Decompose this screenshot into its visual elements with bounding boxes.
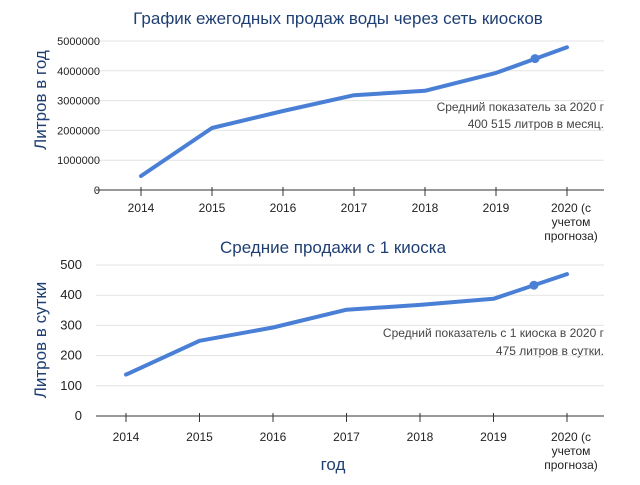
x-tick-label: 2016 bbox=[270, 201, 297, 215]
series-line bbox=[139, 45, 569, 178]
y-tick-label: 4000000 bbox=[57, 66, 100, 78]
data-point-marker bbox=[530, 54, 540, 64]
y-tick-label: 5000000 bbox=[57, 36, 100, 48]
series-line bbox=[124, 272, 569, 377]
chart2-annotation-line2: 475 литров в сутки. bbox=[496, 344, 604, 358]
x-tick-label: 2014 bbox=[113, 430, 140, 444]
x-tick-label: 2017 bbox=[333, 430, 360, 444]
chart1-annotation-line2: 400 515 литров в месяц. bbox=[468, 117, 604, 131]
chart1-title: График ежегодных продаж воды через сеть … bbox=[133, 9, 543, 28]
chart2-title: Средние продажи с 1 киоска bbox=[220, 238, 447, 257]
chart2-xlabel: год bbox=[321, 455, 346, 474]
x-tick-label: 2016 bbox=[260, 430, 287, 444]
chart1-annotation-line1: Средний показатель за 2020 г bbox=[437, 100, 605, 114]
y-tick-label: 500 bbox=[60, 257, 82, 272]
chart2-annotation-line1: Средний показатель с 1 киоска в 2020 г bbox=[383, 326, 605, 340]
x-tick-label: 2014 bbox=[128, 201, 155, 215]
y-tick-label: 400 bbox=[60, 287, 82, 302]
x-tick-label: 2015 bbox=[199, 201, 226, 215]
x-tick-label: 2019 bbox=[480, 430, 507, 444]
y-tick-label: 2000000 bbox=[57, 125, 100, 137]
y-tick-label: 200 bbox=[60, 348, 82, 363]
chart1-plot: 0 1000000 2000000 3000000 4000000 5000000 2014… bbox=[57, 36, 604, 243]
y-tick-label: 1000000 bbox=[57, 155, 100, 167]
chart2-plot: 0 100 200 300 400 500 2014 2015 2016 2017 2018 2019… bbox=[60, 257, 604, 472]
y-tick-label: 100 bbox=[60, 378, 82, 393]
x-tick-label: 2020 (с учетом прогноза) bbox=[544, 430, 598, 472]
y-tick-label: 300 bbox=[60, 317, 82, 332]
x-tick-label: 2019 bbox=[483, 201, 510, 215]
chart1-ylabel: Литров в год bbox=[31, 50, 50, 150]
y-tick-label: 0 bbox=[75, 408, 82, 423]
x-tick-label: 2018 bbox=[412, 201, 439, 215]
y-tick-label: 3000000 bbox=[57, 96, 100, 108]
x-tick-label: 2018 bbox=[407, 430, 434, 444]
x-tick-label: 2015 bbox=[186, 430, 213, 444]
x-tick-label: 2017 bbox=[341, 201, 368, 215]
x-tick-label: 2020 (с учетом прогноза) bbox=[544, 201, 598, 243]
y-tick-label: 0 bbox=[94, 185, 100, 197]
data-point-marker bbox=[529, 280, 539, 290]
chart2-ylabel: Литров в сутки bbox=[31, 282, 50, 399]
